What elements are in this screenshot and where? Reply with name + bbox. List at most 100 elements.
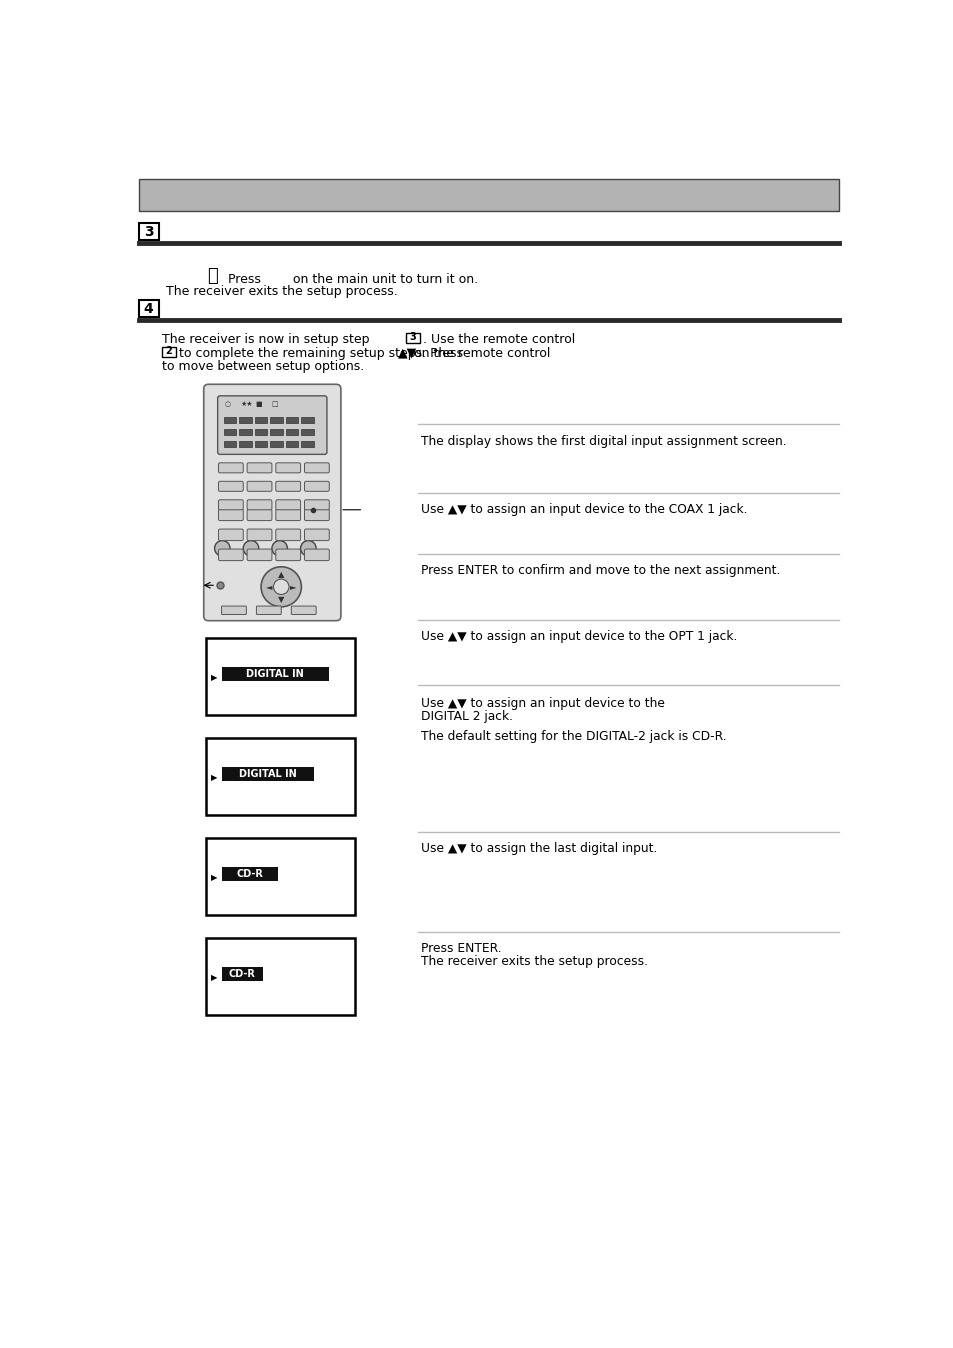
FancyBboxPatch shape (218, 528, 243, 541)
Text: The display shows the first digital input assignment screen.: The display shows the first digital inpu… (421, 435, 786, 448)
Text: ★★: ★★ (240, 402, 253, 407)
FancyBboxPatch shape (275, 549, 300, 561)
Text: Press ENTER to confirm and move to the next assignment.: Press ENTER to confirm and move to the n… (421, 565, 781, 577)
FancyBboxPatch shape (218, 481, 243, 491)
Text: on the remote control: on the remote control (414, 346, 550, 360)
Bar (254, 429, 267, 435)
FancyBboxPatch shape (304, 500, 329, 510)
Bar (286, 441, 298, 448)
FancyBboxPatch shape (275, 462, 300, 473)
Text: Use ▲▼ to assign an input device to the: Use ▲▼ to assign an input device to the (421, 697, 664, 710)
Bar (254, 417, 267, 423)
Text: Use ▲▼ to assign the last digital input.: Use ▲▼ to assign the last digital input. (421, 841, 658, 855)
Text: ▲: ▲ (277, 570, 284, 580)
Text: CD-R: CD-R (229, 969, 255, 979)
Circle shape (300, 541, 315, 555)
Text: CD-R: CD-R (236, 869, 263, 879)
Text: . Use the remote control: . Use the remote control (422, 333, 575, 345)
Bar (138, 224, 158, 240)
Circle shape (261, 566, 301, 607)
Bar (162, 346, 175, 357)
Text: DIGITAL IN: DIGITAL IN (238, 768, 296, 779)
Bar (239, 429, 252, 435)
FancyBboxPatch shape (217, 396, 327, 454)
Bar (206, 938, 355, 1015)
FancyBboxPatch shape (204, 384, 340, 620)
Text: The receiver exits the setup process.: The receiver exits the setup process. (166, 284, 397, 298)
Text: □: □ (271, 402, 277, 407)
Bar (270, 441, 282, 448)
Text: The default setting for the DIGITAL-2 jack is CD-R.: The default setting for the DIGITAL-2 ja… (421, 731, 726, 743)
Text: Press        on the main unit to turn it on.: Press on the main unit to turn it on. (228, 272, 477, 286)
FancyBboxPatch shape (221, 607, 246, 615)
Bar (138, 301, 158, 317)
Text: 2: 2 (165, 346, 172, 356)
Bar (221, 667, 329, 681)
Text: ►: ► (290, 582, 296, 592)
Text: ◄: ◄ (265, 582, 272, 592)
Text: DIGITAL 2 jack.: DIGITAL 2 jack. (421, 710, 513, 723)
Text: Press ENTER.: Press ENTER. (421, 942, 501, 954)
Bar (221, 867, 278, 882)
FancyBboxPatch shape (247, 528, 272, 541)
Bar (301, 417, 314, 423)
FancyBboxPatch shape (304, 481, 329, 491)
Bar (239, 441, 252, 448)
Text: ■: ■ (255, 402, 262, 407)
Text: ▶: ▶ (211, 673, 217, 682)
Bar (406, 333, 419, 344)
FancyBboxPatch shape (218, 462, 243, 473)
Text: ○: ○ (224, 402, 231, 407)
Bar (221, 967, 263, 981)
Text: Use ▲▼ to assign an input device to the OPT 1 jack.: Use ▲▼ to assign an input device to the … (421, 630, 737, 643)
FancyBboxPatch shape (218, 549, 243, 561)
Text: ▶: ▶ (211, 973, 217, 983)
FancyBboxPatch shape (218, 500, 243, 510)
Text: The receiver is now in setup step: The receiver is now in setup step (162, 333, 369, 345)
Bar (224, 429, 236, 435)
Text: to move between setup options.: to move between setup options. (162, 360, 364, 373)
Bar (206, 838, 355, 915)
Bar (286, 429, 298, 435)
Bar (301, 441, 314, 448)
Bar (138, 179, 839, 212)
Text: 3: 3 (409, 333, 416, 342)
FancyBboxPatch shape (304, 462, 329, 473)
Bar (239, 417, 252, 423)
Circle shape (243, 541, 258, 555)
Text: Use ▲▼ to assign an input device to the COAX 1 jack.: Use ▲▼ to assign an input device to the … (421, 503, 747, 516)
FancyBboxPatch shape (218, 510, 243, 520)
Circle shape (214, 541, 230, 555)
FancyBboxPatch shape (247, 510, 272, 520)
Bar (301, 429, 314, 435)
Circle shape (272, 541, 287, 555)
FancyBboxPatch shape (304, 549, 329, 561)
FancyBboxPatch shape (304, 510, 329, 520)
Text: DIGITAL IN: DIGITAL IN (246, 669, 304, 679)
FancyBboxPatch shape (247, 500, 272, 510)
FancyBboxPatch shape (275, 510, 300, 520)
Bar (270, 417, 282, 423)
Bar (206, 638, 355, 714)
Bar (224, 417, 236, 423)
Text: The receiver exits the setup process.: The receiver exits the setup process. (421, 954, 648, 968)
Text: 3: 3 (144, 225, 153, 239)
Circle shape (274, 580, 289, 594)
FancyBboxPatch shape (247, 462, 272, 473)
FancyBboxPatch shape (275, 528, 300, 541)
Bar (221, 767, 314, 780)
Bar (286, 417, 298, 423)
FancyBboxPatch shape (291, 607, 315, 615)
Bar (254, 441, 267, 448)
Text: to complete the remaining setup steps. Press: to complete the remaining setup steps. P… (179, 346, 462, 360)
FancyBboxPatch shape (256, 607, 281, 615)
FancyBboxPatch shape (275, 481, 300, 491)
Bar (224, 441, 236, 448)
Text: ▶: ▶ (211, 774, 217, 782)
Text: ▶: ▶ (211, 874, 217, 883)
Text: 4: 4 (144, 302, 153, 315)
Bar (270, 429, 282, 435)
FancyBboxPatch shape (275, 500, 300, 510)
Text: ▲▼: ▲▼ (397, 346, 417, 360)
FancyBboxPatch shape (247, 481, 272, 491)
